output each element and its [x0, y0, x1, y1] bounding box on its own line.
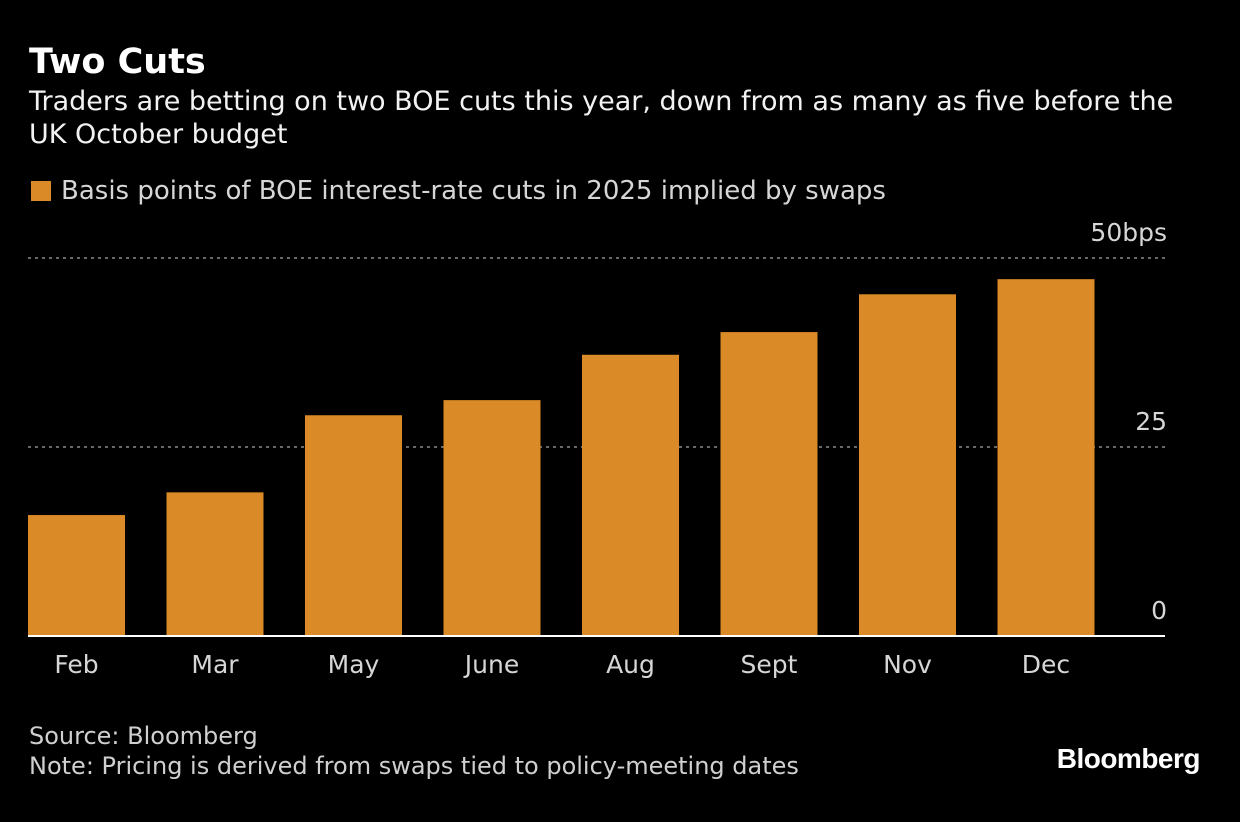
- x-tick-label: Aug: [606, 650, 655, 679]
- x-tick-label: Sept: [741, 650, 798, 679]
- legend-label: Basis points of BOE interest-rate cuts i…: [61, 176, 886, 206]
- x-tick-label: Mar: [191, 650, 239, 679]
- x-tick-label: May: [328, 650, 380, 679]
- source-text: Source: Bloomberg: [29, 722, 258, 750]
- bar-sept: [720, 332, 818, 636]
- bloomberg-logo: Bloomberg: [1056, 743, 1201, 774]
- legend: Basis points of BOE interest-rate cuts i…: [31, 176, 886, 206]
- bar-mar: [166, 492, 264, 636]
- chart-subtitle: Traders are betting on two BOE cuts this…: [29, 86, 1174, 150]
- x-tick-label: Feb: [54, 650, 98, 679]
- chart-title: Two Cuts: [29, 42, 206, 82]
- bar-june: [443, 400, 541, 636]
- bar-feb: [28, 515, 125, 636]
- x-tick-label: June: [463, 650, 519, 679]
- y-tick-label: 0: [1151, 596, 1167, 625]
- x-tick-label: Nov: [883, 650, 932, 679]
- y-tick-label: 50bps: [1090, 218, 1167, 247]
- bar-nov: [859, 294, 956, 636]
- bar-aug: [582, 354, 679, 636]
- legend-swatch: [31, 181, 51, 201]
- bar-dec: [997, 279, 1095, 636]
- bar-may: [305, 415, 402, 636]
- note-text: Note: Pricing is derived from swaps tied…: [29, 752, 799, 780]
- x-tick-label: Dec: [1022, 650, 1070, 679]
- y-tick-label: 25: [1135, 407, 1167, 436]
